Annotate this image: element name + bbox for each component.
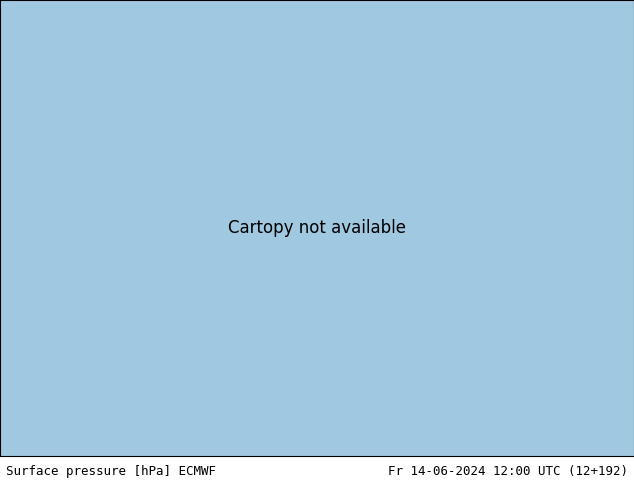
Text: Cartopy not available: Cartopy not available [228,219,406,237]
Text: Surface pressure [hPa] ECMWF: Surface pressure [hPa] ECMWF [6,465,216,478]
Text: Fr 14-06-2024 12:00 UTC (12+192): Fr 14-06-2024 12:00 UTC (12+192) [387,465,628,478]
